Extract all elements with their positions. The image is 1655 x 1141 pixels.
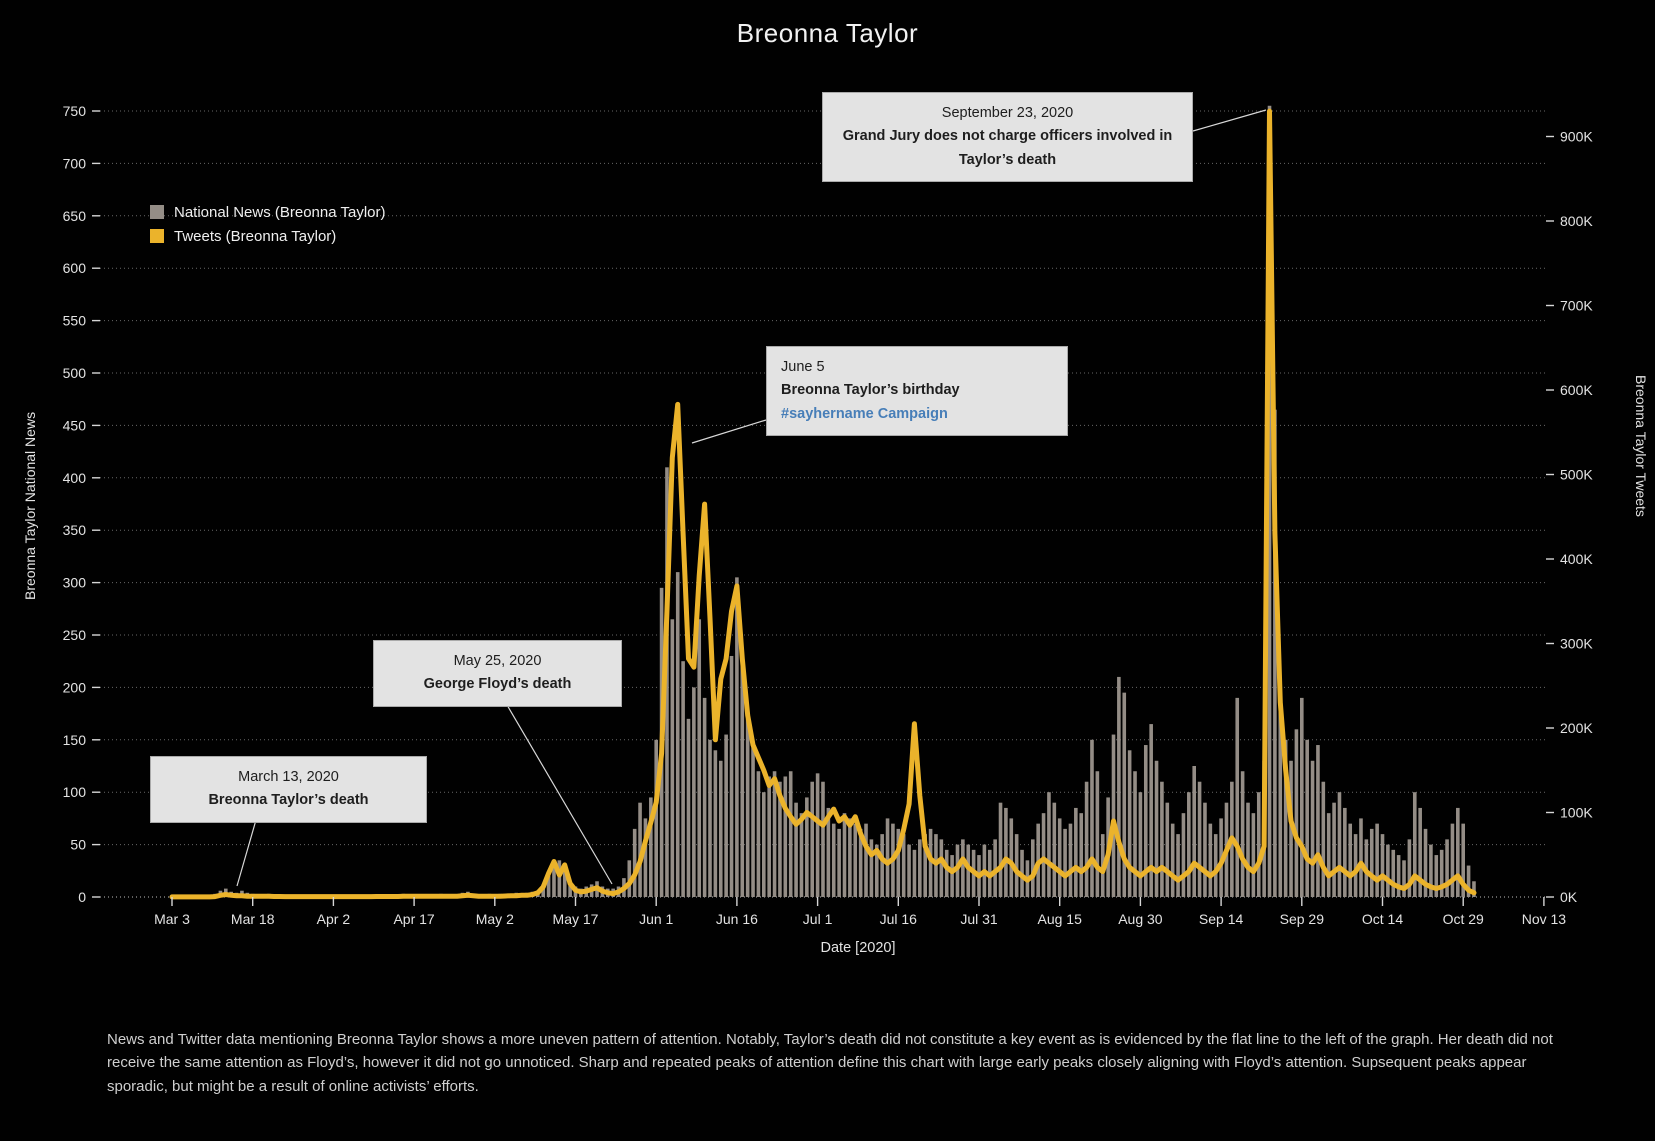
annotation-taylor-death: March 13, 2020 Breonna Taylor’s death [150, 756, 427, 823]
svg-text:Oct 14: Oct 14 [1362, 911, 1403, 927]
svg-text:Nov 13: Nov 13 [1522, 911, 1567, 927]
annotation-connectors [236, 109, 1267, 887]
svg-text:550: 550 [63, 313, 87, 329]
svg-text:Oct 29: Oct 29 [1443, 911, 1484, 927]
svg-text:500: 500 [63, 365, 87, 381]
svg-text:Jul 1: Jul 1 [803, 911, 833, 927]
left-axis-title: Breonna Taylor National News [22, 411, 38, 600]
svg-text:Apr 2: Apr 2 [317, 911, 351, 927]
annotation-event: George Floyd’s death [423, 676, 572, 693]
legend-label-tweets: Tweets (Breonna Taylor) [174, 227, 337, 245]
tweets-swatch-icon [150, 229, 164, 243]
annotation-floyd-death: May 25, 2020 George Floyd’s death [373, 640, 622, 707]
legend-label-national-news: National News (Breonna Taylor) [174, 203, 386, 221]
svg-text:Jun 1: Jun 1 [639, 911, 673, 927]
axis-labels: 0 50 100 150 200 250 300 350 400 450 500 550 600 650 7… [63, 103, 1594, 927]
annotation-event: Breonna Taylor’s death [208, 792, 369, 809]
svg-text:500K: 500K [1560, 467, 1593, 483]
svg-text:100K: 100K [1560, 805, 1593, 821]
svg-text:200: 200 [63, 679, 87, 695]
annotation-grand-jury: September 23, 2020 Grand Jury does not c… [822, 92, 1193, 183]
annotation-event: Grand Jury does not charge officers invo… [842, 128, 1173, 168]
svg-text:450: 450 [63, 417, 87, 433]
annotation-date: September 23, 2020 [941, 105, 1074, 121]
national-news-swatch-icon [150, 205, 164, 219]
svg-text:May 2: May 2 [476, 911, 514, 927]
svg-text:400K: 400K [1560, 551, 1593, 567]
annotation-event: Breonna Taylor’s birthday [781, 382, 960, 399]
svg-text:750: 750 [63, 103, 87, 119]
annotation-date: March 13, 2020 [238, 769, 339, 785]
legend: National News (Breonna Taylor) Tweets (B… [150, 200, 386, 248]
svg-text:350: 350 [63, 522, 87, 538]
svg-text:700K: 700K [1560, 298, 1593, 314]
svg-text:200K: 200K [1560, 720, 1593, 736]
svg-text:600K: 600K [1560, 382, 1593, 398]
svg-text:Jul 31: Jul 31 [960, 911, 998, 927]
legend-item-national-news[interactable]: National News (Breonna Taylor) [150, 200, 386, 224]
svg-text:300: 300 [63, 575, 87, 591]
legend-item-tweets[interactable]: Tweets (Breonna Taylor) [150, 224, 386, 248]
svg-text:Jun 16: Jun 16 [716, 911, 758, 927]
svg-text:250: 250 [63, 627, 87, 643]
svg-text:0K: 0K [1560, 889, 1578, 905]
svg-text:650: 650 [63, 208, 87, 224]
svg-text:50: 50 [70, 837, 86, 853]
x-axis-title: Date [2020] [820, 940, 896, 956]
svg-text:800K: 800K [1560, 213, 1593, 229]
svg-text:0: 0 [78, 889, 86, 905]
svg-text:Apr 17: Apr 17 [393, 911, 434, 927]
svg-text:700: 700 [63, 155, 87, 171]
svg-text:Sep 14: Sep 14 [1199, 911, 1244, 927]
svg-text:Aug 15: Aug 15 [1038, 911, 1083, 927]
annotation-date: June 5 [781, 359, 825, 375]
svg-text:Jul 16: Jul 16 [880, 911, 918, 927]
sayhername-campaign-link[interactable]: #sayhername Campaign [781, 405, 948, 422]
svg-text:300K: 300K [1560, 636, 1593, 652]
svg-text:600: 600 [63, 260, 87, 276]
svg-text:Mar 18: Mar 18 [231, 911, 275, 927]
tweets-line[interactable] [169, 108, 1477, 900]
svg-text:Mar 3: Mar 3 [154, 911, 190, 927]
chart-title: Breonna Taylor [736, 18, 919, 48]
annotation-birthday: June 5 Breonna Taylor’s birthday #sayher… [766, 346, 1068, 437]
svg-text:400: 400 [63, 470, 87, 486]
caption: News and Twitter data mentioning Breonna… [107, 1031, 1553, 1095]
svg-text:900K: 900K [1560, 129, 1593, 145]
svg-text:150: 150 [63, 732, 87, 748]
news-bars[interactable] [213, 105, 1476, 897]
svg-text:Sep 29: Sep 29 [1280, 911, 1325, 927]
svg-text:May 17: May 17 [553, 911, 599, 927]
annotation-date: May 25, 2020 [453, 653, 542, 669]
svg-text:Aug 30: Aug 30 [1118, 911, 1163, 927]
svg-text:100: 100 [63, 784, 87, 800]
right-axis-title: Breonna Taylor Tweets [1633, 375, 1649, 517]
